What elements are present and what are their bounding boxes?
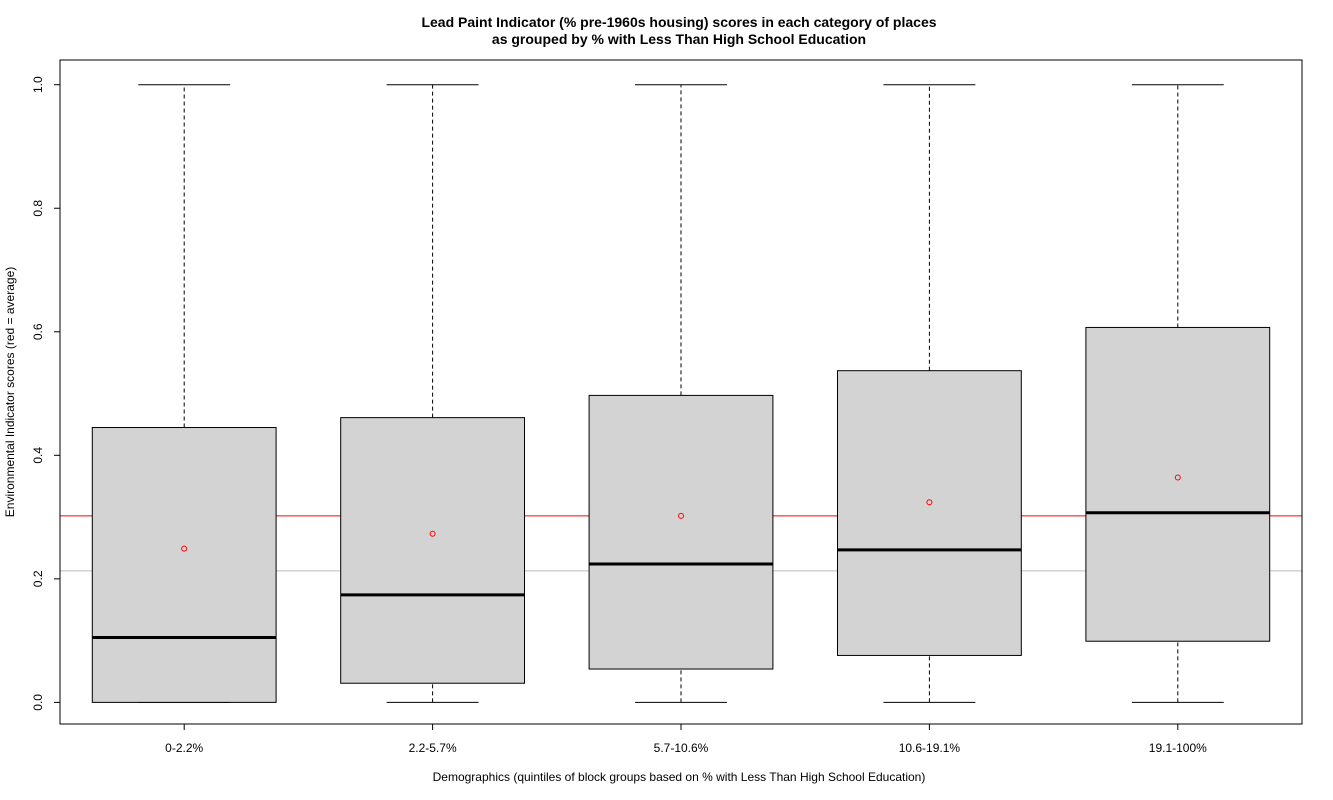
box-2 [340, 84, 526, 703]
y-axis: 0.0 0.2 0.4 0.6 0.8 1.0 [31, 76, 60, 711]
mean-marker [926, 499, 933, 506]
y-tick-label: 0.6 [31, 323, 45, 340]
box-4 [836, 84, 1022, 703]
x-tick-label: 0-2.2% [165, 741, 203, 755]
box-3 [588, 84, 774, 703]
x-tick-label: 10.6-19.1% [899, 741, 961, 755]
box-body [91, 427, 277, 703]
x-axis: 0-2.2% 2.2-5.7% 5.7-10.6% 10.6-19.1% 19.1-10… [165, 724, 1207, 755]
x-tick-label: 19.1-100% [1149, 741, 1207, 755]
box-1 [91, 84, 277, 703]
y-tick-label: 1.0 [31, 76, 45, 93]
plot-frame [59, 59, 1303, 725]
y-axis-label: Environmental Indicator scores (red = av… [3, 267, 17, 517]
y-tick-label: 0.0 [31, 694, 45, 711]
mean-marker [181, 545, 188, 552]
chart-title-line1: Lead Paint Indicator (% pre-1960s housin… [421, 14, 936, 30]
box-body [1085, 326, 1271, 642]
mean-marker [429, 530, 436, 537]
boxplot-group [91, 84, 1271, 703]
box-body [588, 394, 774, 670]
box-body [836, 370, 1022, 656]
mean-marker [1174, 474, 1181, 481]
box-body [340, 417, 526, 684]
chart-title-line2: as grouped by % with Less Than High Scho… [492, 31, 866, 47]
x-axis-label: Demographics (quintiles of block groups … [433, 770, 926, 784]
box-5 [1085, 84, 1271, 703]
y-tick-label: 0.4 [31, 447, 45, 464]
x-tick-label: 5.7-10.6% [654, 741, 709, 755]
mean-marker [678, 512, 684, 519]
x-tick-label: 2.2-5.7% [409, 741, 457, 755]
y-tick-label: 0.8 [31, 200, 45, 217]
y-tick-label: 0.2 [31, 570, 45, 587]
